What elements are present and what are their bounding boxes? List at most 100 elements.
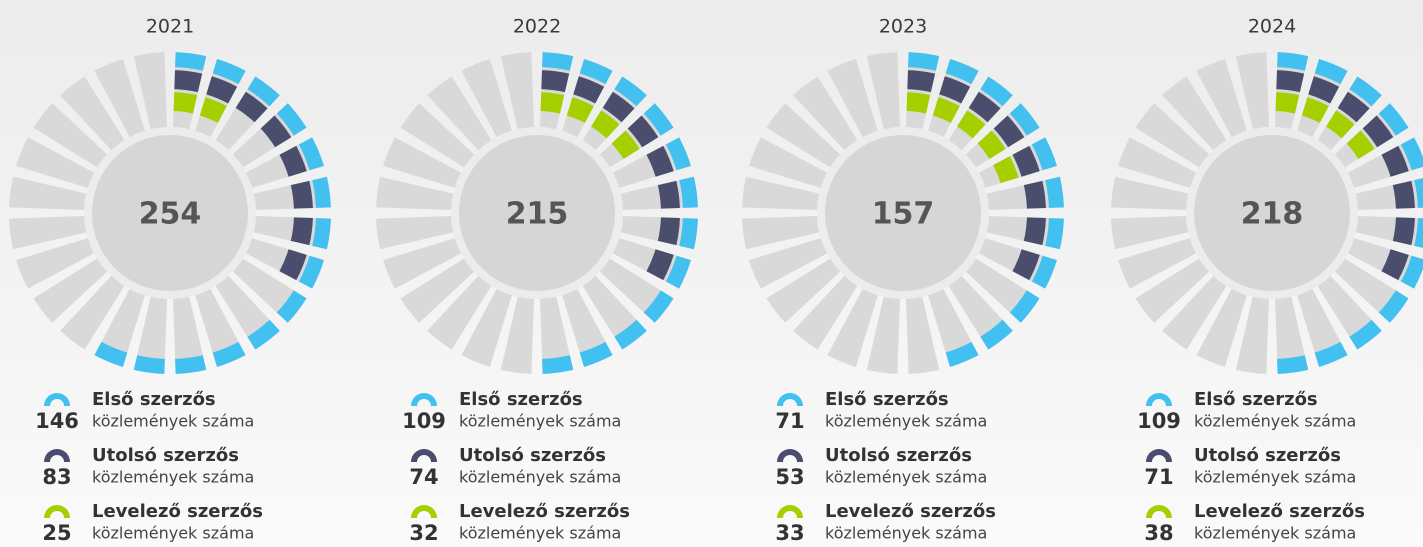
ring-segment — [400, 103, 475, 168]
legend-value: 74 — [409, 465, 438, 489]
legend-icon — [411, 505, 437, 518]
ring-fill — [980, 76, 1013, 107]
ring-fill — [1301, 97, 1329, 123]
year-title: 2021 — [146, 16, 194, 38]
series-ring — [542, 52, 698, 374]
ring-fill — [175, 355, 207, 374]
series-ring — [907, 70, 1046, 281]
ring-fill — [279, 145, 307, 177]
series-ring — [173, 92, 227, 123]
ring-segment — [766, 258, 841, 323]
ring-segment — [1235, 296, 1269, 374]
ring-fill — [573, 76, 605, 104]
ring-segment — [94, 59, 145, 138]
ring-fill — [1381, 249, 1409, 281]
ring-fill — [646, 249, 674, 281]
ring-fill — [1349, 76, 1382, 107]
legend-icon — [44, 505, 70, 518]
ring-fill — [611, 130, 640, 159]
ring-fill — [614, 319, 647, 350]
ring-fill — [980, 319, 1013, 350]
ring-fill — [627, 115, 659, 148]
legend-name: Levelező szerzős — [1194, 501, 1365, 522]
ring-fill — [298, 137, 324, 171]
center — [459, 135, 615, 291]
ring-fill — [290, 217, 313, 246]
legend-icon — [1146, 449, 1172, 462]
legend-icon — [44, 449, 70, 462]
ring-segment — [1135, 103, 1210, 168]
total: 218 — [1241, 197, 1304, 232]
ring-segment — [383, 137, 462, 188]
year-title: 2022 — [513, 16, 561, 38]
ring-fill — [646, 145, 674, 177]
ring-fill — [602, 91, 635, 123]
ring-fill — [579, 341, 613, 367]
total: 215 — [506, 197, 569, 232]
legend-icon — [777, 449, 803, 462]
ring-fill — [579, 59, 613, 85]
ring-fill — [1314, 341, 1348, 367]
ring-fill — [907, 70, 936, 93]
ring-fill — [1023, 217, 1046, 246]
legend-icon — [44, 393, 70, 406]
legend-note: közlemények száma — [825, 412, 987, 431]
ring-fill — [260, 115, 292, 148]
series-ring — [174, 70, 313, 281]
ring-segment — [866, 296, 900, 374]
ring-fill — [1045, 218, 1064, 250]
ring-segment — [376, 216, 454, 250]
ring-fill — [679, 218, 698, 250]
ring-fill — [1009, 290, 1040, 323]
ring-segment — [9, 216, 87, 250]
legend-name: Utolsó szerzős — [825, 445, 972, 466]
ring-segment — [793, 76, 858, 151]
ring-fill — [212, 341, 246, 367]
ring-segment — [60, 76, 125, 151]
legend-note: közlemények száma — [92, 412, 254, 431]
year-title: 2023 — [879, 16, 927, 38]
legend-icon — [777, 505, 803, 518]
ring-segment — [742, 216, 820, 250]
ring-fill — [133, 355, 165, 374]
ring-segment — [1111, 216, 1189, 250]
ring-fill — [1277, 355, 1309, 374]
ring-segment — [827, 288, 878, 367]
legend-note: közlemények száma — [825, 468, 987, 487]
ring-segment — [33, 103, 108, 168]
legend-name: Levelező szerzős — [825, 501, 996, 522]
ring-fill — [175, 52, 207, 71]
series-ring — [1276, 70, 1415, 281]
ring-fill — [679, 176, 698, 208]
ring-segment — [906, 296, 940, 374]
ring-fill — [290, 180, 313, 209]
ring-fill — [657, 217, 680, 246]
ring-segment — [793, 275, 858, 350]
ring-segment — [376, 176, 454, 210]
legend-note: közlemények száma — [1194, 468, 1356, 487]
legend-name: Utolsó szerzős — [459, 445, 606, 466]
ring-fill — [206, 76, 238, 104]
ring-fill — [247, 76, 280, 107]
legend-value: 109 — [1137, 409, 1181, 433]
ring-fill — [665, 137, 691, 171]
legend-note: közlemények száma — [1194, 412, 1356, 431]
legend-value: 83 — [42, 465, 71, 489]
ring-segment — [427, 275, 492, 350]
ring-fill — [1276, 70, 1305, 93]
ring-fill — [247, 319, 280, 350]
legend-note: közlemények száma — [825, 524, 987, 543]
legend-note: közlemények száma — [92, 524, 254, 543]
ring-segment — [1135, 258, 1210, 323]
ring-fill — [542, 52, 574, 71]
legend-note: közlemények száma — [459, 524, 621, 543]
series-ring — [1277, 52, 1423, 374]
ring-fill — [174, 70, 203, 93]
legend-note: közlemények száma — [459, 412, 621, 431]
ring-fill — [1400, 255, 1423, 289]
legend-note: közlemények száma — [1194, 524, 1356, 543]
ring-fill — [945, 59, 979, 85]
ring-fill — [908, 52, 940, 71]
ring-segment — [16, 137, 95, 188]
ring-segment — [9, 176, 87, 210]
